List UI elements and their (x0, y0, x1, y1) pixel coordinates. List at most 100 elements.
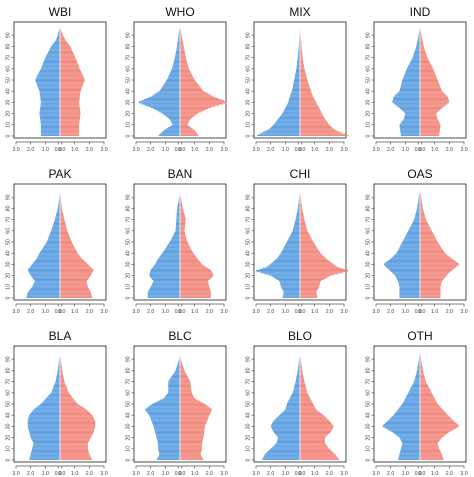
y-tick-label: 80 (246, 43, 252, 49)
x-tick-label: 3.0 (100, 471, 107, 477)
y-tick-label: 90 (246, 356, 252, 362)
panel-title: MIX (289, 5, 310, 19)
x-tick-label: 2.0 (267, 147, 274, 153)
y-tick-label: 80 (126, 43, 132, 49)
y-tick-label: 20 (6, 111, 12, 117)
x-tick-label: 3.0 (340, 147, 347, 153)
y-tick-label: 30 (126, 99, 132, 105)
y-tick-label: 10 (6, 446, 12, 452)
y-tick-label: 10 (246, 446, 252, 452)
x-tick-label: 0.0 (418, 147, 425, 153)
y-tick-label: 50 (6, 401, 12, 407)
panel-title: PAK (48, 167, 71, 181)
x-tick-label: 0.0 (298, 471, 305, 477)
y-tick-label: 90 (246, 32, 252, 38)
y-tick-label: 80 (246, 205, 252, 211)
panel-title: WBI (49, 5, 72, 19)
age-bars (392, 26, 450, 136)
x-tick-label: 0.0 (55, 471, 62, 477)
panel-title: CHI (290, 167, 311, 181)
y-tick-label: 40 (126, 88, 132, 94)
x-tick-label: 1.0 (42, 147, 49, 153)
y-tick-label: 10 (246, 122, 252, 128)
y-tick-label: 90 (126, 194, 132, 200)
x-tick-label: 2.0 (206, 147, 213, 153)
age-bars (383, 188, 459, 298)
x-tick-label: 3.0 (12, 309, 19, 315)
x-tick-label: 2.0 (27, 471, 34, 477)
y-tick-label: 0 (246, 296, 252, 299)
y-tick-label: 0 (6, 134, 12, 137)
y-tick-label: 90 (6, 32, 12, 38)
y-tick-label: 40 (366, 88, 372, 94)
x-tick-label: 3.0 (100, 309, 107, 315)
y-tick-label: 10 (126, 284, 132, 290)
x-tick-label: 0.0 (175, 147, 182, 153)
y-tick-label: 0 (246, 134, 252, 137)
y-tick-label: 80 (126, 205, 132, 211)
y-tick-label: 60 (6, 66, 12, 72)
y-tick-label: 90 (366, 194, 372, 200)
y-tick-label: 70 (6, 55, 12, 61)
x-tick-label: 2.0 (27, 147, 34, 153)
age-bars (27, 351, 96, 460)
x-tick-label: 0.0 (418, 309, 425, 315)
y-tick-label: 70 (246, 379, 252, 385)
age-bars (256, 189, 349, 298)
y-tick-label: 90 (6, 356, 12, 362)
y-tick-label: 30 (366, 99, 372, 105)
x-tick-label: 2.0 (326, 471, 333, 477)
y-tick-label: 0 (126, 296, 132, 299)
y-tick-label: 20 (6, 273, 12, 279)
y-tick-label: 50 (126, 77, 132, 83)
x-tick-label: 1.0 (42, 471, 49, 477)
y-tick-label: 20 (126, 435, 132, 441)
x-tick-label: 0.0 (178, 147, 185, 153)
x-tick-label: 2.0 (206, 309, 213, 315)
x-tick-label: 1.0 (162, 309, 169, 315)
x-tick-label: 3.0 (132, 471, 139, 477)
x-tick-label: 2.0 (387, 147, 394, 153)
panel-title: OTH (407, 329, 432, 343)
panel-title: WHO (165, 5, 194, 19)
panel-title: BLO (288, 329, 312, 343)
y-tick-label: 20 (126, 273, 132, 279)
x-tick-label: 0.0 (415, 147, 422, 153)
x-tick-label: 3.0 (340, 309, 347, 315)
y-tick-label: 50 (366, 239, 372, 245)
x-tick-label: 0.0 (58, 147, 65, 153)
x-tick-label: 1.0 (282, 309, 289, 315)
y-tick-label: 10 (366, 122, 372, 128)
x-tick-label: 3.0 (252, 309, 259, 315)
y-tick-label: 20 (366, 273, 372, 279)
y-tick-label: 90 (126, 32, 132, 38)
x-tick-label: 0.0 (295, 471, 302, 477)
x-tick-label: 3.0 (132, 147, 139, 153)
x-tick-label: 1.0 (71, 471, 78, 477)
x-tick-label: 3.0 (12, 471, 19, 477)
x-tick-label: 1.0 (71, 309, 78, 315)
y-tick-label: 0 (366, 296, 372, 299)
y-tick-label: 70 (366, 55, 372, 61)
y-tick-label: 80 (246, 367, 252, 373)
y-tick-label: 30 (6, 99, 12, 105)
y-tick-label: 10 (6, 122, 12, 128)
panel-title: IND (410, 5, 431, 19)
y-tick-label: 60 (246, 228, 252, 234)
y-tick-label: 20 (126, 111, 132, 117)
x-tick-label: 2.0 (86, 309, 93, 315)
x-tick-label: 1.0 (311, 471, 318, 477)
y-tick-label: 60 (126, 228, 132, 234)
x-tick-label: 3.0 (220, 471, 227, 477)
y-tick-label: 40 (6, 88, 12, 94)
y-tick-label: 20 (6, 435, 12, 441)
y-tick-label: 50 (126, 239, 132, 245)
y-tick-label: 50 (6, 77, 12, 83)
x-tick-label: 0.0 (295, 309, 302, 315)
